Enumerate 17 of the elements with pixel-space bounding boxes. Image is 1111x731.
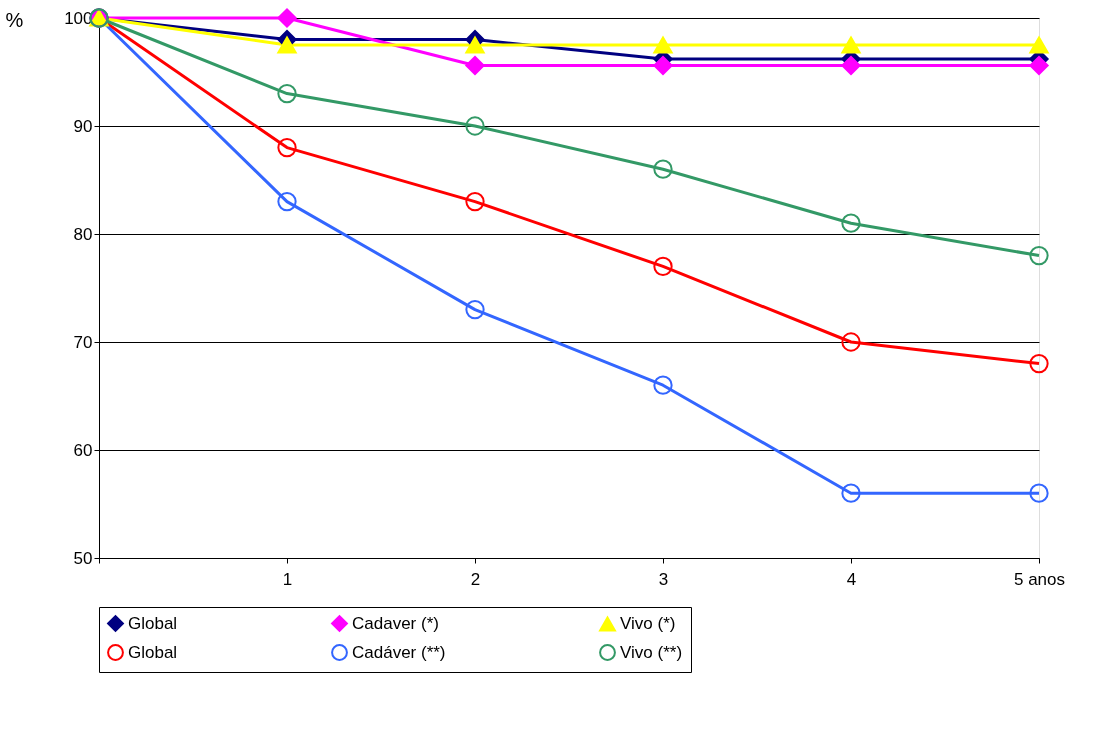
legend-label: Global xyxy=(128,613,178,633)
y-axis-title: % xyxy=(5,8,24,31)
y-tick-label: 70 xyxy=(73,332,93,352)
x-tick-label: 1 xyxy=(282,569,293,589)
y-tick-label: 60 xyxy=(73,440,93,460)
x-tick-label: 4 xyxy=(846,569,857,589)
legend-label: Global xyxy=(128,642,178,662)
x-tick-label: 2 xyxy=(470,569,481,589)
x-tick-label: 3 xyxy=(658,569,669,589)
y-tick-label: 80 xyxy=(73,224,93,244)
legend-label: Vivo (**) xyxy=(620,642,683,662)
y-tick-label: 90 xyxy=(73,116,93,136)
y-tick-label: 50 xyxy=(73,548,93,568)
legend-label: Cadáver (**) xyxy=(352,642,446,662)
legend-label: Vivo (*) xyxy=(620,614,676,634)
x-tick-label: 5 anos xyxy=(1013,569,1066,589)
legend-label: Cadaver (*) xyxy=(352,613,439,633)
